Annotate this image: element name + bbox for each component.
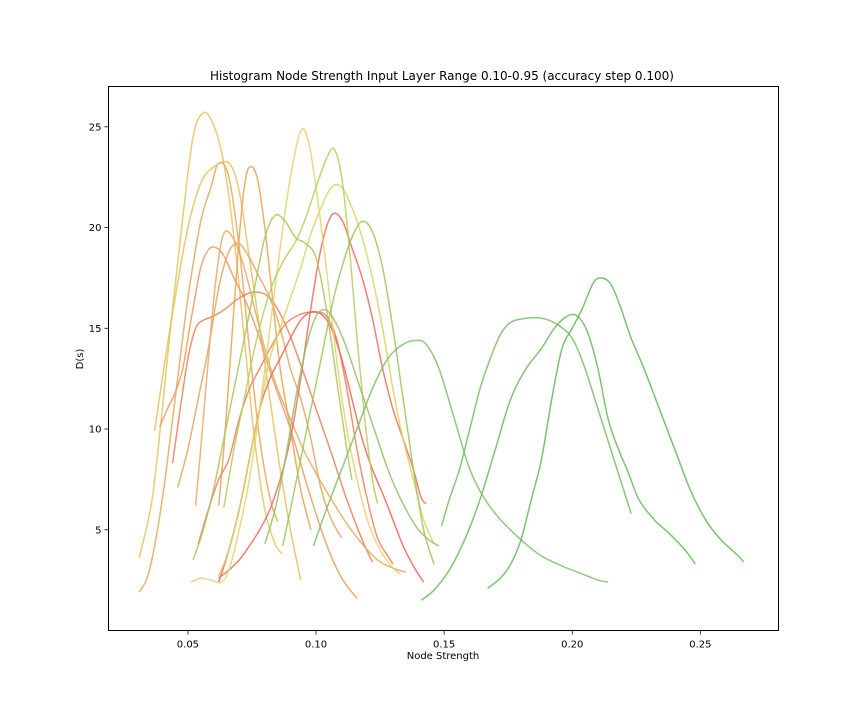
series-line-9	[197, 311, 394, 565]
y-tick-label: 10	[89, 425, 102, 436]
y-tick-label: 20	[89, 223, 102, 234]
series-line-15	[223, 147, 379, 508]
series-line-7	[194, 230, 406, 573]
series-line-19	[440, 316, 632, 526]
x-tick-label: 0.25	[689, 640, 711, 651]
plot-frame	[108, 86, 779, 631]
series-line-14	[192, 213, 353, 561]
series-line-18	[312, 339, 609, 583]
series-layer	[138, 111, 745, 601]
x-axis: 0.05 0.10 0.15 0.20 0.25	[177, 630, 711, 651]
y-tick-label: 15	[89, 324, 102, 335]
series-line-6	[176, 242, 343, 539]
series-line-4	[159, 246, 358, 599]
y-tick-label: 5	[95, 525, 101, 536]
series-line-20	[420, 313, 696, 601]
series-line-8	[217, 165, 312, 530]
series-line-12	[190, 127, 402, 584]
series-line-10	[218, 212, 427, 579]
y-axis-label: D(s)	[75, 349, 86, 370]
chart-title: Histogram Node Strength Input Layer Rang…	[210, 69, 674, 83]
series-line-17	[264, 308, 440, 547]
x-tick-label: 0.20	[561, 640, 583, 651]
series-line-3	[153, 160, 302, 581]
series-line-21	[487, 277, 745, 589]
series-line-13	[218, 183, 435, 577]
x-tick-label: 0.10	[305, 640, 327, 651]
x-tick-label: 0.05	[177, 640, 199, 651]
series-line-1	[138, 111, 284, 559]
series-line-5	[171, 291, 374, 563]
series-line-16	[281, 220, 435, 565]
y-axis: 5 10 15 20 25	[89, 122, 109, 536]
x-axis-label: Node Strength	[407, 651, 480, 662]
y-tick-label: 25	[89, 122, 102, 133]
x-tick-label: 0.15	[433, 640, 455, 651]
series-line-2	[138, 161, 279, 593]
